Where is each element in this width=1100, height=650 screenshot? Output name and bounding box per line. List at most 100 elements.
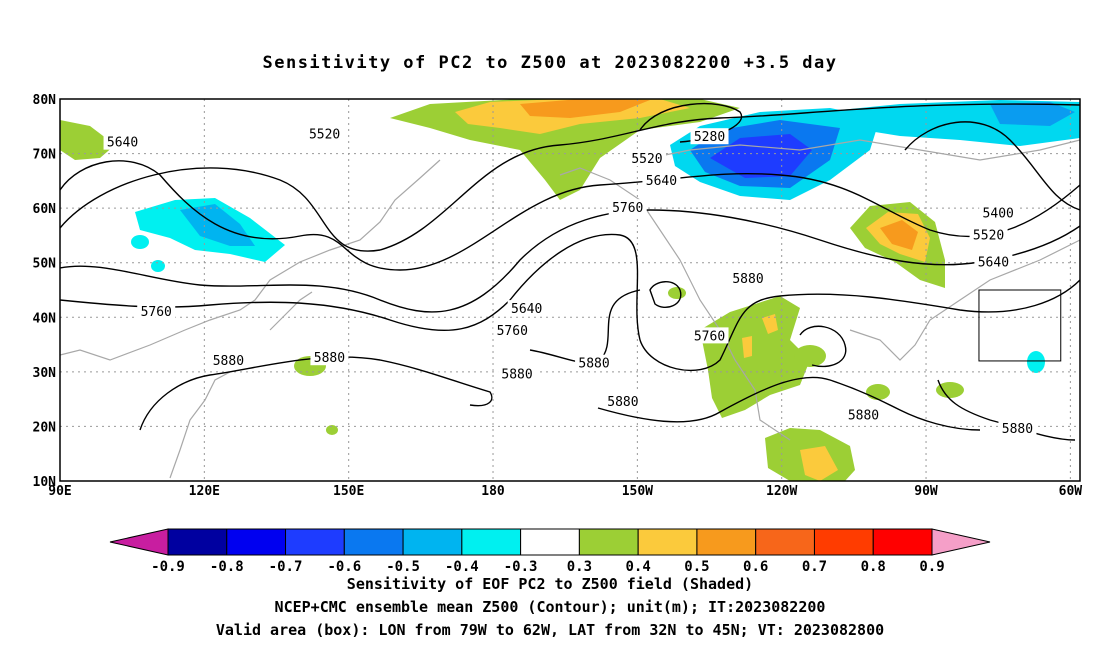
- caption-line-1: Sensitivity of EOF PC2 to Z500 field (Sh…: [347, 575, 753, 593]
- lon-label: 90E: [48, 484, 71, 499]
- colorbar-tick-label: -0.4: [445, 559, 479, 575]
- contour-label: 5640: [646, 174, 677, 189]
- coastline-asia: [60, 159, 441, 361]
- contour-line-10: [904, 121, 1080, 211]
- colorbar-swatch: [755, 528, 815, 556]
- lat-label: 50N: [33, 257, 57, 272]
- coastline-japan: [269, 291, 313, 331]
- colorbar-tick-label: -0.9: [151, 559, 185, 575]
- colorbar-swatch: [461, 528, 522, 556]
- shade-pacific-dot-2: [326, 425, 338, 435]
- lat-label: 30N: [33, 366, 57, 381]
- shade-gulf-green: [794, 345, 826, 367]
- shade-siberia-small-1: [131, 235, 149, 249]
- contour-label-bg: [575, 354, 614, 371]
- colorbar-tick-label: 0.8: [861, 559, 886, 575]
- contour-label: 5880: [848, 409, 879, 424]
- lon-label: 180: [481, 484, 505, 499]
- shade-siberia-small-2: [151, 260, 165, 272]
- colorbar-swatch: [226, 528, 287, 556]
- colorbar-swatch: [402, 528, 463, 556]
- contour-label-bg: [305, 125, 344, 142]
- contour-label: 5640: [107, 136, 138, 151]
- lat-label: 60N: [33, 202, 57, 217]
- map-frame: [59, 98, 1081, 482]
- contour-label: 5280: [694, 130, 725, 145]
- shade-arctic-orange: [520, 99, 650, 118]
- longitude-labels: 90E 120E 150E 180 150W 120W 90W 60W: [48, 484, 1082, 499]
- contour-label-bg: [310, 349, 349, 366]
- contour-closed-low: [649, 281, 682, 308]
- colorbar-tick-label: -0.7: [269, 559, 303, 575]
- shaded-sensitivity: [60, 99, 1080, 481]
- colorbar-swatch: [637, 528, 698, 556]
- contour-label: 5880: [213, 354, 244, 369]
- contour-label-bg: [729, 270, 768, 287]
- contour-label: 5760: [497, 324, 528, 339]
- colorbar-tick-label: -0.3: [504, 559, 538, 575]
- contour-line-1: [60, 103, 1080, 252]
- shade-arctic-blue: [990, 102, 1075, 126]
- contour-label-bg: [998, 420, 1037, 437]
- coastline-china: [169, 371, 231, 479]
- colorbar-tick-label: -0.6: [327, 559, 361, 575]
- lat-label: 70N: [33, 148, 57, 163]
- colorbar-tick-label: 0.3: [567, 559, 592, 575]
- shade-west-edge-green: [60, 120, 115, 160]
- contour-label: 5880: [1002, 422, 1033, 437]
- colorbar-tick-label: -0.8: [210, 559, 244, 575]
- contour-label: 5760: [694, 329, 725, 344]
- lon-label: 150W: [622, 484, 653, 499]
- shade-atlantic-cyan-dot: [1027, 351, 1045, 373]
- colorbar: [109, 528, 991, 556]
- contour-label: 5880: [314, 351, 345, 366]
- shade-namerica-yellow-1: [762, 314, 778, 334]
- contour-label: 5760: [612, 201, 643, 216]
- colorbar-swatch: [872, 528, 933, 556]
- contour-label: 5760: [141, 305, 172, 320]
- colorbar-swatch: [167, 528, 228, 556]
- lat-label: 80N: [33, 93, 57, 108]
- shade-pacific-small: [668, 287, 686, 299]
- contour-label-bg: [627, 150, 666, 167]
- shade-caribbean-dot: [866, 384, 890, 400]
- contour-label: 5880: [732, 272, 763, 287]
- contour-line-2: [60, 160, 1080, 271]
- contour-label-bg: [844, 406, 883, 423]
- lat-label: 20N: [33, 420, 57, 435]
- colorbar-tick-label: 0.5: [684, 559, 709, 575]
- contour-label: 5520: [631, 152, 662, 167]
- contour-label-bg: [608, 199, 647, 216]
- contour-line-5: [139, 356, 493, 431]
- colorbar-tick-label: 0.6: [743, 559, 768, 575]
- contour-line-7: [597, 376, 981, 431]
- contour-label: 5640: [978, 256, 1009, 271]
- lon-label: 120E: [189, 484, 220, 499]
- colorbar-swatch: [813, 528, 874, 556]
- colorbar-tick-label: 0.9: [919, 559, 944, 575]
- lon-label: 60W: [1059, 484, 1083, 499]
- lon-label: 90W: [914, 484, 938, 499]
- colorbar-swatch: [285, 528, 345, 556]
- contour-label-bg: [690, 327, 729, 344]
- coastlines: [60, 139, 1080, 479]
- shade-namerica-green: [700, 296, 810, 418]
- contour-line-8: [799, 325, 847, 368]
- figure-title: Sensitivity of PC2 to Z500 at 2023082200…: [262, 53, 837, 73]
- contour-label-bg: [979, 204, 1018, 221]
- colorbar-tick-label: 0.4: [626, 559, 651, 575]
- contour-label: 5520: [309, 127, 340, 142]
- z500-contours: [60, 102, 1080, 441]
- contour-label-bg: [507, 300, 546, 317]
- contour-label-bg: [969, 226, 1008, 243]
- contour-label-bg: [690, 128, 729, 145]
- latitude-labels: 80N 70N 60N 50N 40N 30N 20N 10N: [33, 93, 57, 490]
- contour-label-bg: [493, 321, 532, 338]
- contour-label: 5880: [501, 368, 532, 383]
- caption-line-3: Valid area (box): LON from 79W to 62W, L…: [216, 621, 884, 639]
- contour-label-bg: [603, 392, 642, 409]
- colorbar-swatch: [696, 528, 757, 556]
- contour-label: 5640: [511, 302, 542, 317]
- caption-line-2: NCEP+CMC ensemble mean Z500 (Contour); u…: [275, 598, 826, 616]
